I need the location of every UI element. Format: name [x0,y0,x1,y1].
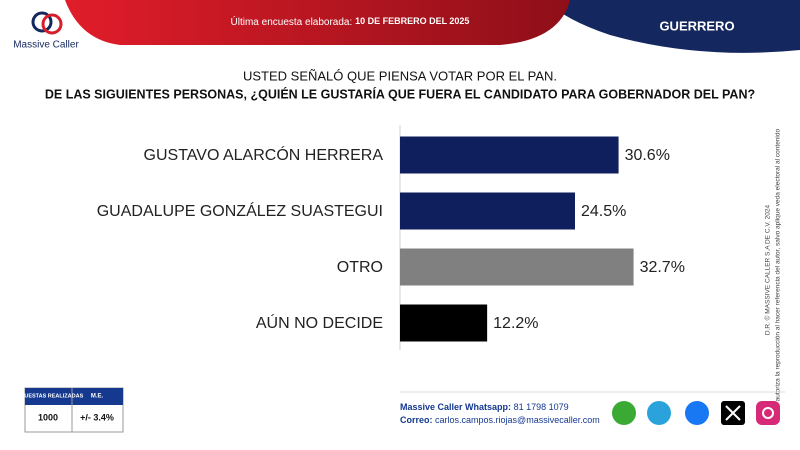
instagram-glyph [762,407,774,419]
copyright: D.R. © MASSIVE CALLER S.A DE C.V. 2024 [764,204,772,335]
table-cell: +/- 3.4% [80,412,114,422]
category-label: AÚN NO DECIDE [256,313,383,332]
table-cell: 1000 [38,412,58,422]
chart-title: DE LAS SIGUIENTES PERSONAS, ¿QUIÉN LE GU… [45,86,755,101]
table-header [25,388,123,405]
facebook-icon[interactable] [685,401,709,425]
table-header-cell: ENCUESTAS REALIZADAS [13,393,84,399]
footer-whatsapp: Massive Caller Whatsapp: 81 1798 1079 [400,402,569,412]
value-label: 24.5% [581,203,626,220]
bar [400,136,619,174]
bar [400,248,634,286]
category-label: GUADALUPE GONZÁLEZ SUASTEGUI [97,201,383,220]
value-label: 32.7% [640,259,685,276]
bar [400,192,575,230]
x-glyph [725,405,741,421]
bar [400,304,488,342]
value-label: 12.2% [493,315,538,332]
category-label: GUSTAVO ALARCÓN HERRERA [144,145,384,164]
logo: Massive Caller [13,11,79,51]
social-icons [612,401,780,425]
chart-subtitle: USTED SEÑALÓ QUE PIENSA VOTAR POR EL PAN… [243,68,557,83]
whatsapp-icon[interactable] [612,401,636,425]
category-label: OTRO [337,259,383,276]
survey-table: ENCUESTAS REALIZADAS M.E. 1000 +/- 3.4% [13,387,124,433]
header-red [65,0,570,45]
header-date: Última encuesta elaborada: 10 DE FEBRERO… [231,15,470,28]
copyright-note: Se autoriza la reproducción al hacer ref… [775,129,782,412]
header-navy [545,0,800,53]
telegram-icon[interactable] [647,401,671,425]
instagram-icon[interactable] [756,401,780,425]
table-header-cell: M.E. [91,394,104,400]
footer-email: Correo: carlos.campos.riojas@massivecall… [400,415,600,425]
value-label: 30.6% [625,147,670,164]
brand: Massive Caller [13,40,79,51]
region: GUERRERO [659,18,734,33]
